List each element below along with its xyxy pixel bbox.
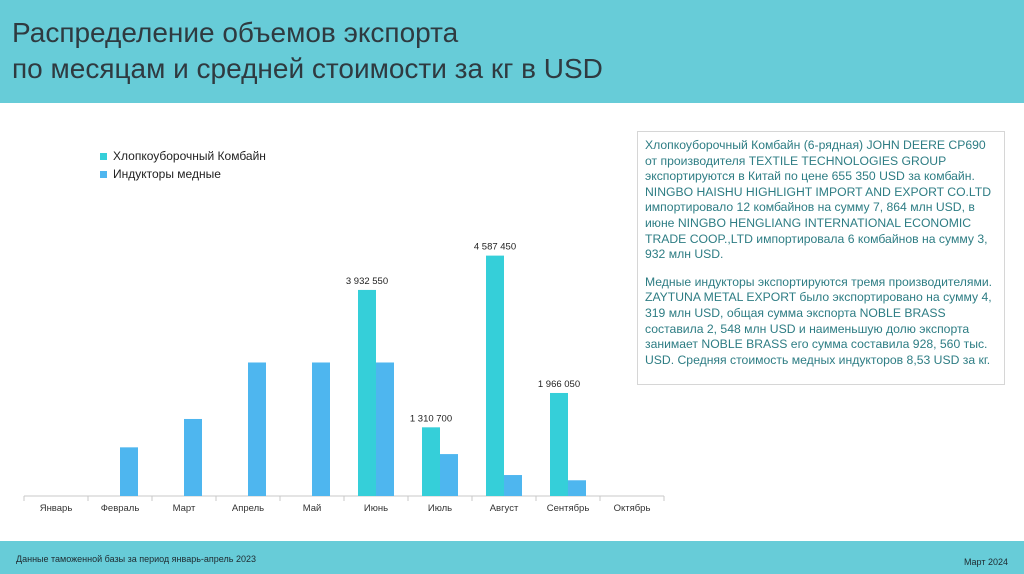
- description-paragraph-1: Хлопкоуборочный Комбайн (6-рядная) JOHN …: [645, 138, 992, 262]
- x-tick-label: Июнь: [364, 503, 388, 514]
- x-tick-label: Апрель: [232, 503, 264, 514]
- bar-series-1: [358, 289, 376, 496]
- bar-chart: Январь Февраль Март Апрель Май Июнь 3 932 550 И…: [23, 242, 665, 514]
- description-box: Хлопкоуборочный Комбайн (6-рядная) JOHN …: [637, 131, 1005, 385]
- x-tick-label: Февраль: [101, 503, 140, 514]
- legend-swatch-series-2: [100, 170, 107, 178]
- x-tick-label: Март: [173, 503, 196, 514]
- x-tick-label: Январь: [40, 503, 73, 514]
- legend-item-series-1: Хлопкоуборочный Комбайн: [100, 147, 266, 165]
- x-tick-label: Май: [303, 503, 322, 514]
- bar-series-2: [568, 480, 586, 496]
- footer-date: Март 2024: [963, 557, 1008, 567]
- page-title: Распределение объемов экспорта по месяца…: [12, 15, 603, 87]
- data-label: 3 932 550: [346, 276, 388, 287]
- data-label: 4 587 450: [474, 242, 516, 253]
- footer-source: Данные таможенной базы за период январь-…: [16, 554, 256, 564]
- header-bar: Распределение объемов экспорта по месяца…: [0, 0, 1024, 103]
- x-tick-label: Август: [490, 503, 519, 514]
- x-tick-label: Октябрь: [614, 503, 651, 514]
- x-tick-label: Сентябрь: [547, 503, 590, 514]
- bar-series-2: [440, 454, 458, 496]
- bar-series-2: [120, 447, 138, 496]
- bar-series-2: [312, 362, 330, 496]
- data-label: 1 310 700: [410, 413, 452, 424]
- legend-label-series-1: Хлопкоуборочный Комбайн: [113, 148, 266, 163]
- x-tick-label: Июль: [428, 503, 452, 514]
- title-line-1: Распределение объемов экспорта: [12, 17, 459, 48]
- bar-series-1: [486, 255, 504, 496]
- bar-series-2: [376, 362, 394, 496]
- chart-legend: Хлопкоуборочный Комбайн Индукторы медные: [100, 147, 266, 183]
- bar-series-1: [550, 392, 568, 496]
- bar-series-1: [422, 427, 440, 496]
- bar-series-2: [248, 362, 266, 496]
- chart-area: Январь Февраль Март Апрель Май Июнь 3 932 550 И…: [0, 103, 680, 533]
- bar-series-2: [184, 418, 202, 496]
- data-label: 1 966 050: [538, 379, 580, 390]
- footer-bar: Данные таможенной базы за период январь-…: [0, 541, 1024, 574]
- legend-item-series-2: Индукторы медные: [100, 165, 266, 183]
- title-line-2: по месяцам и средней стоимости за кг в U…: [12, 53, 603, 84]
- bar-series-2: [504, 475, 522, 496]
- legend-swatch-series-1: [100, 152, 107, 160]
- description-paragraph-2: Медные индукторы экспортируются тремя пр…: [645, 274, 993, 367]
- legend-label-series-2: Индукторы медные: [113, 166, 221, 181]
